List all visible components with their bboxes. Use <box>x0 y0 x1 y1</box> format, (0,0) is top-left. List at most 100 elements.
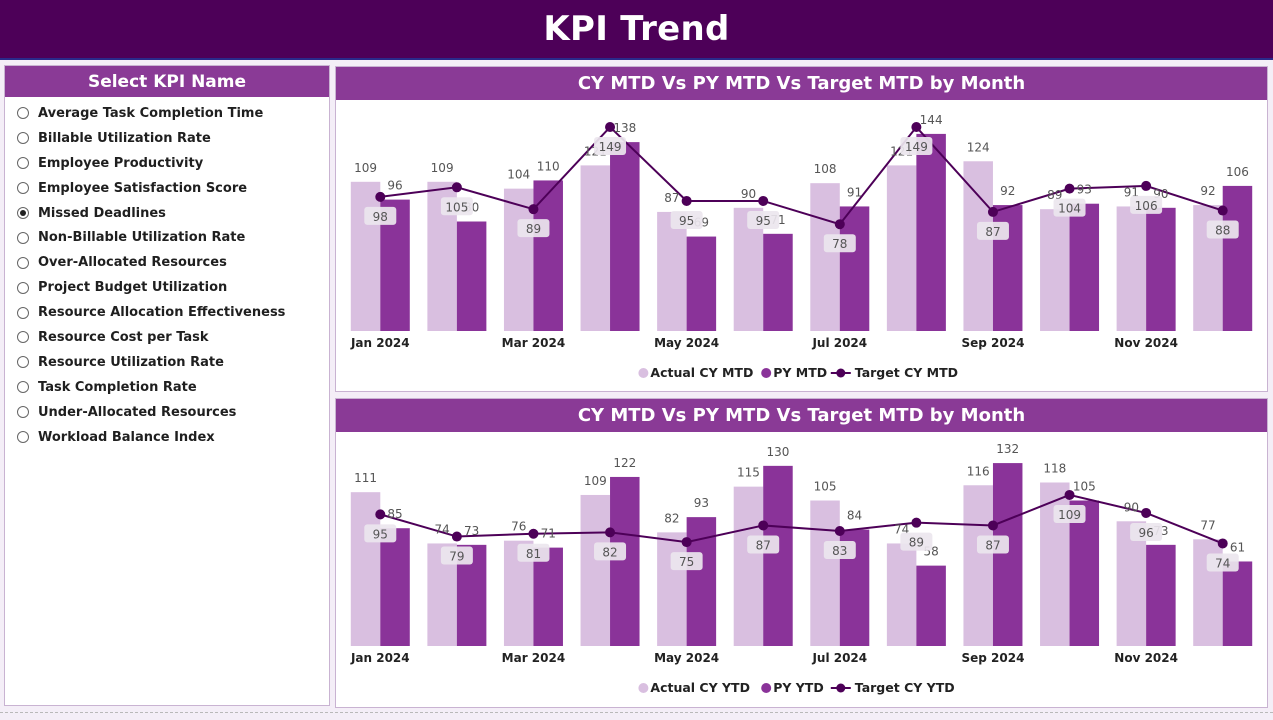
py-bar <box>456 221 487 331</box>
x-tick-label: Nov 2024 <box>1114 651 1178 665</box>
actual-data-label: 116 <box>967 464 990 478</box>
py-bar <box>533 180 563 331</box>
target-label-group: 87 <box>747 535 780 554</box>
target-label-box <box>1130 522 1163 541</box>
slicer-item[interactable]: Billable Utilization Rate <box>5 126 329 151</box>
radio-icon[interactable] <box>17 132 29 145</box>
target-label-group: 81 <box>517 543 550 562</box>
legend-label: Target CY MTD <box>855 365 958 380</box>
radio-icon[interactable] <box>17 207 29 219</box>
py-bar <box>1146 207 1176 331</box>
chart-title: CY MTD Vs PY MTD Vs Target MTD by Month <box>336 399 1267 432</box>
target-label-box <box>747 210 780 229</box>
actual-data-label: 104 <box>507 168 530 182</box>
x-tick-label: Jul 2024 <box>811 651 867 665</box>
actual-data-label: 105 <box>814 480 837 494</box>
target-label-box <box>1053 504 1086 523</box>
target-data-label: 87 <box>756 538 771 552</box>
target-label-group: 96 <box>1130 522 1163 541</box>
target-label-box <box>747 535 780 554</box>
py-data-label: 106 <box>1226 165 1249 179</box>
radio-icon[interactable] <box>17 256 29 269</box>
bars <box>350 133 1253 331</box>
actual-bar <box>886 543 917 646</box>
slicer-item-label: Resource Allocation Effectiveness <box>38 305 286 321</box>
legend-label: Target CY YTD <box>855 680 955 695</box>
legend-marker <box>638 683 649 693</box>
slicer-item[interactable]: Resource Utilization Rate <box>5 350 329 375</box>
actual-data-label: 74 <box>434 522 449 536</box>
actual-bar <box>810 500 840 646</box>
target-label-group: 95 <box>747 210 780 229</box>
slicer-item-label: Under-Allocated Resources <box>38 404 237 420</box>
x-tick-label: Jan 2024 <box>350 651 410 665</box>
target-data-label: 79 <box>449 550 464 564</box>
target-point <box>528 528 539 539</box>
slicer-item[interactable]: Missed Deadlines <box>5 201 329 226</box>
actual-data-label: 109 <box>354 161 377 175</box>
actual-data-label: 87 <box>664 191 679 205</box>
target-label-group: 74 <box>1206 553 1239 572</box>
target-point <box>375 191 386 202</box>
bottom-divider <box>0 712 1273 720</box>
target-point <box>1064 489 1075 500</box>
legend-marker <box>638 368 649 378</box>
x-tick-label: Jan 2024 <box>350 336 410 350</box>
slicer-item[interactable]: Resource Cost per Task <box>5 325 329 350</box>
slicer-item[interactable]: Workload Balance Index <box>5 425 329 450</box>
slicer-item-label: Task Completion Rate <box>38 379 197 395</box>
slicer-item-label: Resource Utilization Rate <box>38 354 224 370</box>
radio-icon[interactable] <box>17 356 29 369</box>
dashboard-header: KPI Trend <box>0 0 1273 60</box>
slicer-item[interactable]: Under-Allocated Resources <box>5 400 329 425</box>
radio-icon[interactable] <box>17 107 29 120</box>
target-label-box <box>1206 220 1239 239</box>
radio-icon[interactable] <box>17 381 29 394</box>
target-line <box>380 125 1224 226</box>
target-data-label: 83 <box>832 544 847 558</box>
slicer-item[interactable]: Average Task Completion Time <box>5 101 329 126</box>
py-data-label: 73 <box>464 524 479 538</box>
slicer-item[interactable]: Task Completion Rate <box>5 375 329 400</box>
py-data-label: 93 <box>694 496 709 510</box>
radio-icon[interactable] <box>17 331 29 344</box>
slicer-item[interactable]: Employee Productivity <box>5 151 329 176</box>
slicer-item[interactable]: Project Budget Utilization <box>5 275 329 300</box>
target-data-label: 109 <box>1058 508 1081 522</box>
slicer-item[interactable]: Non-Billable Utilization Rate <box>5 225 329 250</box>
actual-bar <box>1116 521 1147 646</box>
target-data-label: 89 <box>526 222 541 236</box>
radio-icon[interactable] <box>17 281 29 294</box>
target-label-box <box>594 542 627 561</box>
target-label-box <box>364 206 397 225</box>
radio-icon[interactable] <box>17 231 29 244</box>
target-data-label: 87 <box>985 225 1000 239</box>
py-data-label: 93 <box>1077 183 1092 197</box>
target-label-group: 78 <box>823 234 856 253</box>
target-label-box <box>517 543 550 562</box>
actual-bar <box>657 532 687 646</box>
actual-bar <box>657 211 687 331</box>
slicer-item[interactable]: Resource Allocation Effectiveness <box>5 300 329 325</box>
actual-bar <box>350 181 381 331</box>
target-label-box <box>900 137 933 156</box>
target-point <box>834 219 845 230</box>
x-tick-label: May 2024 <box>654 336 719 350</box>
radio-icon[interactable] <box>17 431 29 444</box>
py-data-label: 92 <box>1000 184 1015 198</box>
radio-icon[interactable] <box>17 306 29 319</box>
radio-icon[interactable] <box>17 157 29 170</box>
slicer-item[interactable]: Employee Satisfaction Score <box>5 176 329 201</box>
x-axis: Jan 2024 Mar 2024 May 2024 Jul 2024 Sep 2024… <box>350 336 1178 350</box>
slicer-item[interactable]: Over-Allocated Resources <box>5 250 329 275</box>
py-data-label: 71 <box>541 527 556 541</box>
radio-icon[interactable] <box>17 406 29 419</box>
target-label-group: 82 <box>594 542 627 561</box>
radio-icon[interactable] <box>17 182 29 195</box>
target-point <box>758 195 769 206</box>
py-bar <box>1146 544 1176 646</box>
target-label-group: 88 <box>1206 220 1239 239</box>
x-tick-label: Sep 2024 <box>961 651 1024 665</box>
target-label-box <box>517 219 550 238</box>
actual-data-label: 76 <box>511 520 526 534</box>
